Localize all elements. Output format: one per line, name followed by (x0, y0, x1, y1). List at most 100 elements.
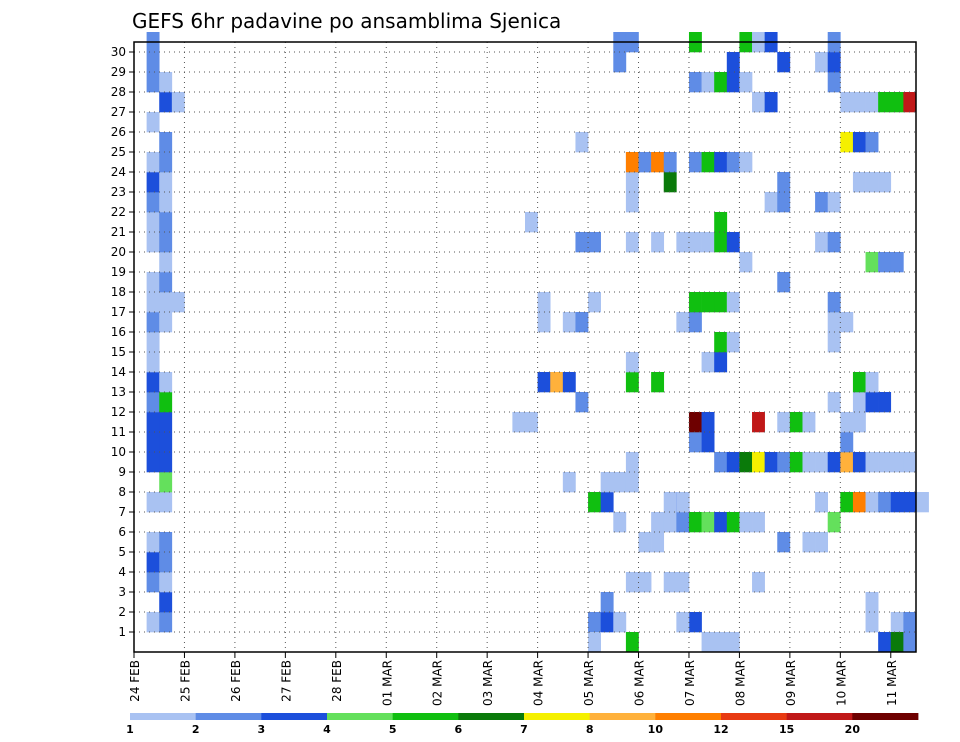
x-tick-label: 24 FEB (128, 660, 142, 702)
y-tick-label: 7 (118, 505, 126, 519)
precip-cell (739, 72, 753, 93)
precip-cell (588, 292, 601, 313)
y-tick-label: 25 (111, 145, 126, 159)
precip-cell (146, 192, 160, 213)
y-tick-label: 9 (118, 465, 126, 479)
precip-cell (701, 432, 715, 453)
colorbar-label: 7 (520, 723, 528, 736)
y-tick-label: 26 (111, 125, 126, 139)
precip-cell (815, 492, 829, 513)
precip-cell (726, 232, 740, 253)
precip-cell (159, 212, 173, 233)
precip-cell (714, 72, 728, 93)
precip-cell (146, 392, 160, 413)
precip-cell (512, 412, 526, 433)
precip-cell (146, 532, 160, 553)
precip-cell (865, 92, 879, 113)
precip-cell (638, 532, 652, 553)
precip-cell (146, 492, 160, 513)
precip-cell (159, 612, 173, 633)
precip-cell (159, 412, 173, 433)
precip-cell (625, 152, 639, 173)
precip-cell (663, 492, 677, 513)
precip-cell (625, 172, 639, 193)
colorbar-label: 1 (126, 723, 134, 736)
precip-cell (726, 632, 740, 653)
precip-cell (525, 212, 538, 233)
precip-cell (146, 112, 160, 133)
y-tick-label: 4 (118, 565, 126, 579)
precip-cell (739, 512, 753, 533)
colorbar-swatch (852, 713, 919, 720)
precip-cell (663, 512, 677, 533)
precip-cell (865, 492, 879, 513)
colorbar-swatch (786, 713, 853, 720)
precip-cell (588, 632, 601, 653)
precip-cell (146, 272, 160, 293)
precip-cell (651, 532, 665, 553)
precip-cell (625, 192, 639, 213)
precip-cell (827, 392, 841, 413)
precip-cell (625, 352, 639, 373)
y-tick-label: 30 (111, 45, 126, 59)
x-tick-label: 25 FEB (178, 660, 192, 702)
precip-cell (815, 192, 829, 213)
precip-cell (764, 452, 778, 473)
precip-cell (663, 152, 677, 173)
precip-cell (600, 492, 614, 513)
y-tick-label: 20 (111, 245, 126, 259)
precip-cell (651, 152, 665, 173)
precip-cell (777, 532, 791, 553)
x-tick-label: 05 MAR (582, 660, 596, 706)
precip-cell (171, 92, 185, 113)
precip-cell (714, 512, 728, 533)
precip-cell (714, 352, 728, 373)
colorbar-swatch (327, 713, 394, 720)
y-tick-label: 21 (111, 225, 126, 239)
y-tick-label: 1 (118, 625, 126, 639)
precip-cell (890, 492, 904, 513)
y-tick-label: 2 (118, 605, 126, 619)
precip-cell (726, 332, 740, 353)
precip-cell (852, 172, 866, 193)
colorbar-swatch (721, 713, 788, 720)
precip-cell (688, 232, 702, 253)
precip-cell (865, 252, 879, 273)
colorbar-swatch (195, 713, 262, 720)
precip-cell (600, 472, 614, 493)
precip-cell (688, 412, 702, 433)
y-tick-label: 28 (111, 85, 126, 99)
x-axis: 24 FEB 25 FEB 26 FEB 27 FEB 28 FEB 01 MAR 02 M… (128, 652, 899, 706)
precip-cell (903, 452, 917, 473)
precip-cell (146, 52, 160, 73)
precip-cell (726, 52, 740, 73)
precip-cell (146, 572, 160, 593)
precip-cell (676, 572, 690, 593)
precip-cell (625, 472, 639, 493)
precip-cell (575, 312, 589, 333)
precip-cell (890, 252, 904, 273)
x-tick-label: 06 MAR (633, 660, 647, 706)
precip-cell (714, 212, 728, 233)
precip-cell (827, 312, 841, 333)
x-tick-label: 26 FEB (229, 660, 243, 702)
precip-cell (613, 612, 627, 633)
chart-title: GEFS 6hr padavine po ansamblima Sjenica (132, 9, 561, 33)
precip-cell (159, 492, 173, 513)
precip-cell (878, 452, 892, 473)
precip-cell (701, 72, 715, 93)
colorbar-label: 3 (258, 723, 266, 736)
precip-cell (588, 612, 601, 633)
precip-cell (159, 192, 173, 213)
precip-cell (159, 172, 173, 193)
precip-cell (159, 372, 173, 393)
precip-cell (625, 452, 639, 473)
precip-cell (865, 372, 879, 393)
precip-cell (588, 492, 601, 513)
precip-cell (562, 312, 576, 333)
precip-cell (159, 132, 173, 153)
precip-cell (159, 152, 173, 173)
precip-cell (903, 612, 917, 633)
precip-cell (815, 532, 829, 553)
y-tick-label: 15 (111, 345, 126, 359)
